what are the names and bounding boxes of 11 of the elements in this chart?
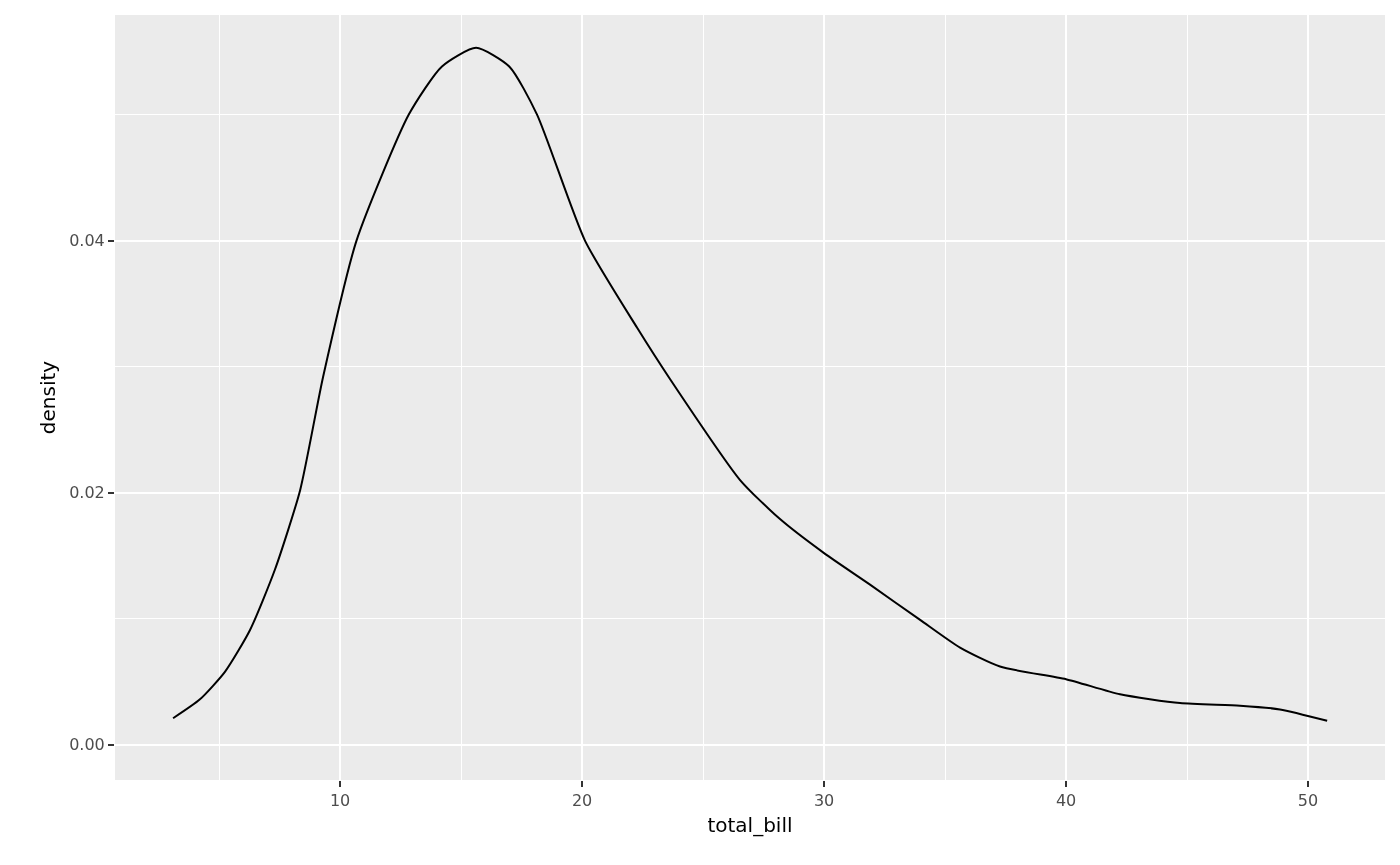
line-series <box>172 46 1329 722</box>
y-axis-title: density <box>35 360 60 435</box>
x-tick-label: 20 <box>571 791 593 811</box>
x-tick-label: 10 <box>329 791 351 811</box>
y-tick-label: 0.02 <box>69 483 105 503</box>
x-axis-title: total_bill <box>707 812 793 837</box>
y-tick-label: 0.04 <box>69 231 105 251</box>
x-tick-label: 30 <box>813 791 835 811</box>
x-tick-label: 40 <box>1055 791 1077 811</box>
x-tick-label: 50 <box>1297 791 1319 811</box>
y-tick-label: 0.00 <box>69 735 105 755</box>
